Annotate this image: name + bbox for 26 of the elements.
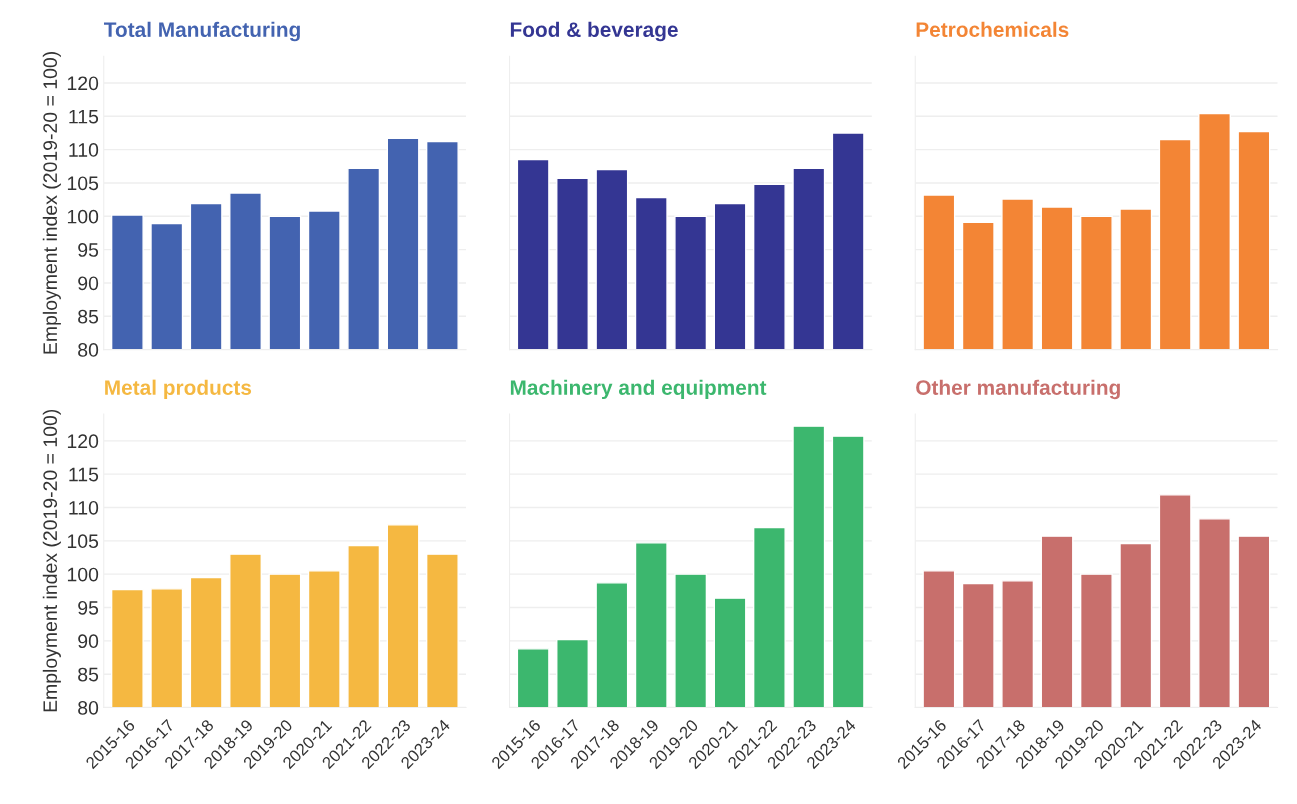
y-tick-label: 85	[78, 309, 99, 324]
chart-title: Food & beverage	[510, 21, 678, 42]
y-tick-label: 90	[78, 634, 99, 649]
y-tick-label: 115	[69, 109, 99, 124]
y-tick-label: 120	[67, 434, 99, 449]
y-axis-title: Employment index (2019-20 = 100)	[42, 409, 61, 712]
chart-title: Machinery and equipment	[510, 379, 767, 400]
y-tick-label: 90	[78, 276, 99, 291]
y-tick-label: 80	[78, 343, 99, 357]
y-tick-label: 105	[67, 176, 99, 191]
chart-title: Other manufacturing	[916, 379, 1120, 400]
chart-title: Petrochemicals	[916, 21, 1069, 38]
y-tick-label: 105	[67, 534, 99, 549]
y-tick-label: 100	[67, 209, 99, 224]
y-tick-label: 100	[67, 567, 99, 582]
chart-title: Total Manufacturing	[103, 21, 300, 42]
y-tick-label: 110	[69, 143, 99, 157]
y-tick-label: 120	[67, 76, 99, 91]
y-tick-label: 95	[78, 600, 99, 615]
y-tick-label: 85	[78, 667, 99, 682]
chart-title: Metal products	[105, 379, 252, 400]
y-tick-label: 80	[78, 700, 99, 715]
y-tick-label: 115	[69, 467, 99, 482]
y-tick-label: 95	[78, 243, 99, 257]
y-axis-title: Employment index (2019-20 = 100)	[42, 52, 61, 354]
y-tick-label: 110	[69, 500, 99, 515]
